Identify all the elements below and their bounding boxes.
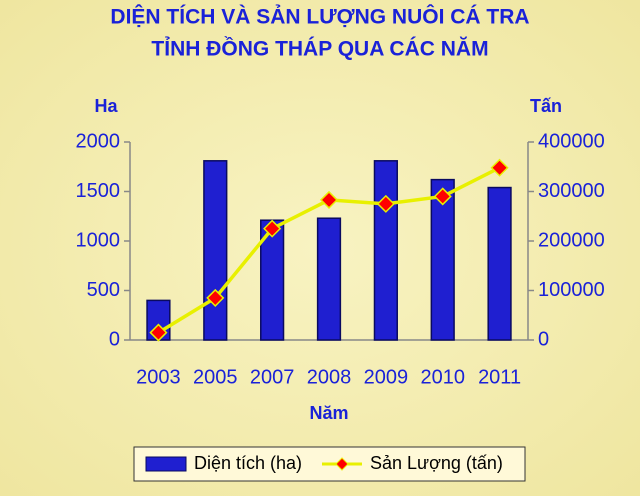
marker — [263, 219, 282, 238]
marker — [376, 194, 395, 213]
y2-tick-label: 400000 — [538, 130, 605, 152]
marker — [319, 190, 339, 209]
bar — [430, 178, 455, 341]
legend-label: Sản Lượng (tấn) — [370, 453, 503, 473]
y2-tick-label: 0 — [538, 328, 549, 350]
x-tick-label: 2005 — [193, 366, 238, 388]
y2-tick-label: 300000 — [538, 180, 605, 202]
y-tick-label: 1500 — [76, 180, 121, 202]
legend-swatch — [145, 456, 187, 472]
x-axis-label: Năm — [309, 403, 348, 423]
bar — [373, 160, 398, 341]
y-tick-label: 0 — [109, 328, 120, 350]
y-axis-label: Ha — [94, 96, 118, 116]
chart-title: DIỆN TÍCH VÀ SẢN LƯỢNG NUÔI CÁ TRA — [110, 5, 529, 29]
x-tick-label: 2011 — [478, 366, 521, 388]
y-tick-label: 500 — [87, 279, 120, 301]
marker — [149, 323, 168, 342]
marker — [433, 187, 452, 206]
chart-title: TỈNH ĐỒNG THÁP QUA CÁC NĂM — [151, 37, 488, 61]
bar — [487, 186, 512, 341]
y-tick-label: 1000 — [76, 229, 121, 251]
bar — [316, 217, 342, 341]
y-tick-label: 2000 — [76, 130, 121, 152]
marker — [490, 158, 509, 177]
x-tick-label: 2003 — [136, 366, 181, 388]
x-tick-label: 2007 — [250, 366, 295, 388]
x-tick-label: 2009 — [364, 366, 409, 388]
x-tick-label: 2010 — [420, 366, 465, 388]
y2-axis-label: Tấn — [530, 96, 562, 116]
legend-label: Diện tích (ha) — [194, 453, 302, 473]
x-tick-label: 2008 — [307, 366, 352, 388]
legend-marker — [335, 457, 349, 471]
y2-tick-label: 200000 — [538, 229, 605, 251]
bar — [203, 160, 228, 341]
marker — [206, 288, 225, 307]
y2-tick-label: 100000 — [538, 279, 605, 301]
